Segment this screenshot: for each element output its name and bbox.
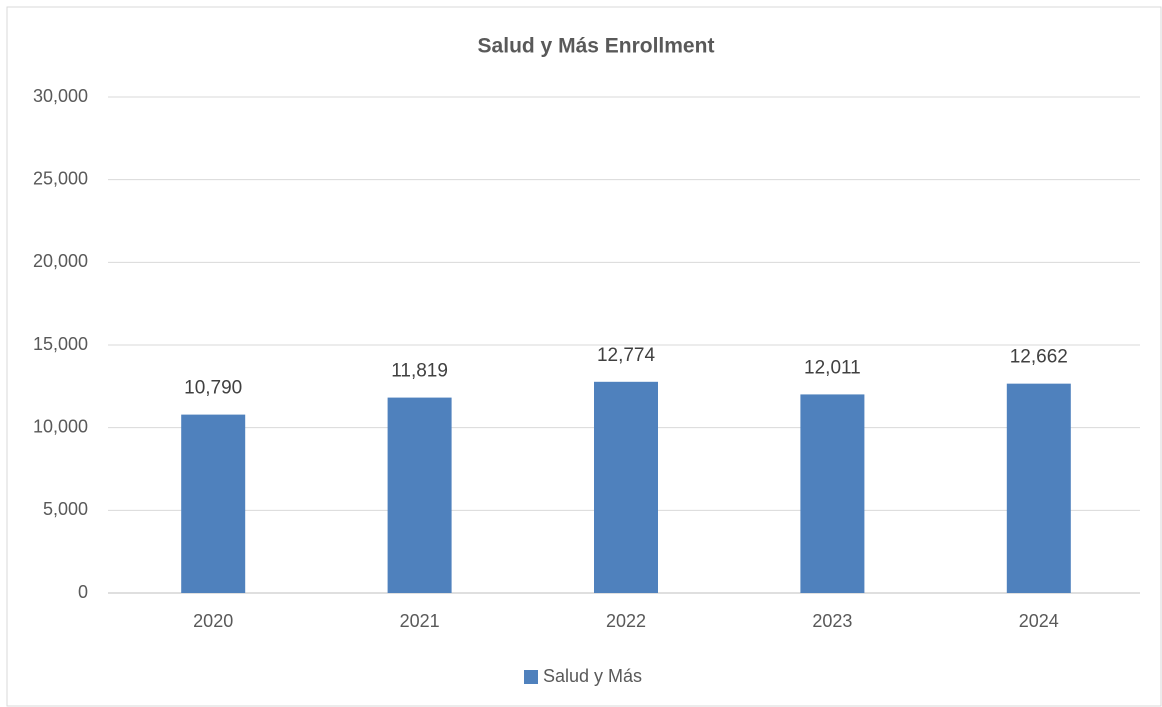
- x-tick-label: 2022: [606, 611, 646, 631]
- y-tick-label: 30,000: [33, 86, 88, 106]
- y-tick-label: 20,000: [33, 251, 88, 271]
- y-tick-label: 5,000: [43, 499, 88, 519]
- data-label: 12,662: [1010, 347, 1068, 368]
- data-label: 12,011: [804, 357, 861, 378]
- x-tick-label: 2023: [812, 611, 852, 631]
- bar: [1006, 383, 1071, 593]
- x-tick-label: 2021: [400, 611, 440, 631]
- data-label: 11,819: [391, 361, 448, 382]
- bar: [181, 414, 246, 593]
- data-label: 10,790: [184, 378, 242, 399]
- chart-border: [6, 6, 1162, 707]
- y-tick-label: 10,000: [33, 416, 88, 436]
- bar: [594, 381, 658, 593]
- y-tick-label: 25,000: [33, 168, 88, 188]
- legend-label: Salud y Más: [543, 666, 642, 686]
- x-tick-label: 2024: [1019, 611, 1059, 631]
- bar: [800, 394, 865, 593]
- data-label: 12,774: [597, 345, 656, 366]
- y-tick-label: 0: [78, 582, 88, 602]
- bar: [387, 397, 452, 593]
- chart-title: Salud y Más Enrollment: [478, 35, 715, 58]
- legend-swatch: [524, 670, 538, 684]
- x-tick-label: 2020: [193, 611, 233, 631]
- y-tick-label: 15,000: [33, 334, 88, 354]
